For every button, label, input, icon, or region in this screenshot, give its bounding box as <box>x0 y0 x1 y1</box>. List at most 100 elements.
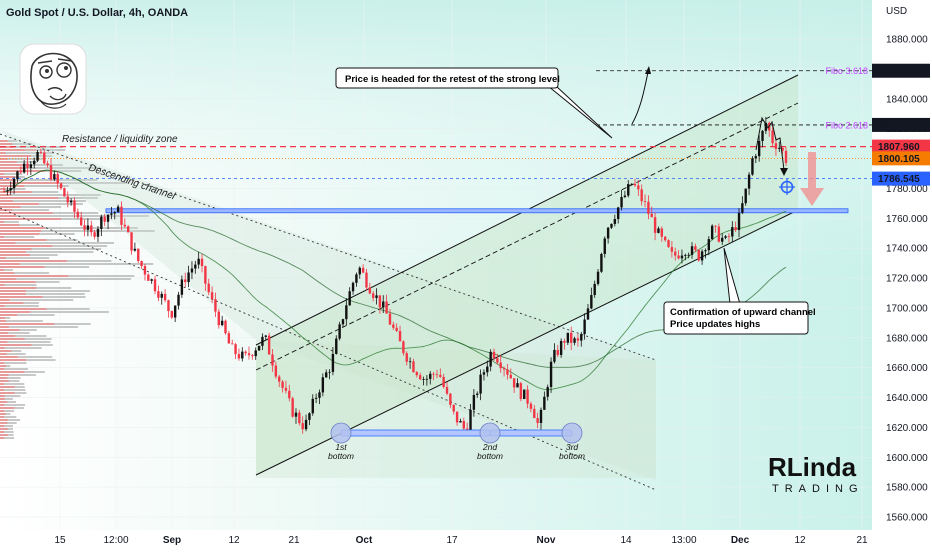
candle-body <box>160 293 163 298</box>
volume-bar <box>0 425 13 427</box>
candle-body <box>529 403 533 409</box>
x-tick-label: 17 <box>446 535 458 546</box>
candle-body <box>774 143 778 149</box>
descending-upper-line <box>0 133 657 361</box>
volume-bar-sell <box>0 290 27 292</box>
candle-body <box>382 301 385 308</box>
candle-body <box>147 274 150 281</box>
bottom-marker <box>561 422 583 444</box>
candle-body <box>405 353 408 362</box>
volume-bar-sell <box>0 383 4 385</box>
y-tick-label: 1700.000 <box>886 303 928 314</box>
volume-bar-sell <box>0 359 26 361</box>
candle-body <box>627 184 630 196</box>
volume-bar-sell <box>0 437 4 439</box>
callout-2-text-1: Confirmation of upward channel <box>670 307 816 318</box>
candle-body <box>596 271 600 284</box>
candle-body <box>388 313 392 325</box>
down-arrow-icon <box>800 152 824 206</box>
candle-body <box>459 420 462 423</box>
candle-body <box>610 223 613 228</box>
volume-bar-sell <box>0 368 4 370</box>
volume-bar-sell <box>0 404 5 406</box>
candle-body <box>757 141 761 157</box>
candle-body <box>348 291 351 306</box>
candle-body <box>197 258 200 265</box>
candle-body <box>737 212 741 231</box>
x-tick-label: Nov <box>537 535 556 546</box>
volume-bar <box>0 209 49 211</box>
volume-bar-sell <box>0 407 15 409</box>
candle-body <box>301 423 304 430</box>
callout-1-box <box>335 67 559 89</box>
volume-bar-sell <box>0 281 36 283</box>
volume-bar-sell <box>0 395 5 397</box>
candle-body <box>257 345 261 351</box>
candle-body <box>16 171 19 180</box>
x-tick-label: Sep <box>163 535 181 546</box>
candle-body <box>63 188 66 197</box>
ascending-mid-line <box>255 102 799 371</box>
price-axis[interactable]: 1880.0001860.0001840.0001820.0001800.000… <box>872 0 932 530</box>
volume-bar-sell <box>0 284 5 286</box>
candle-body <box>12 179 16 189</box>
volume-bar-sell <box>0 161 17 163</box>
descending-lower-line <box>0 207 657 491</box>
volume-bar-sell <box>0 401 8 403</box>
candle-body <box>66 196 69 203</box>
candle-body <box>462 420 466 429</box>
volume-bar-sell <box>0 242 16 244</box>
candle-body <box>546 387 549 397</box>
volume-bar <box>0 335 47 337</box>
candle-body <box>361 267 365 273</box>
volume-bar <box>0 383 25 385</box>
candle-body <box>267 335 271 355</box>
volume-bar-sell <box>0 170 45 172</box>
candle-body <box>764 122 768 131</box>
callout-2-box <box>663 301 809 335</box>
callout-2-text-2: Price updates highs <box>670 319 760 330</box>
candle-body <box>684 255 687 256</box>
y-tick-label: 1680.000 <box>886 333 928 344</box>
volume-bar <box>0 179 98 181</box>
volume-bar <box>0 437 15 439</box>
candle-body <box>781 147 784 151</box>
candle-body <box>113 212 116 214</box>
candle-body <box>163 293 167 301</box>
candle-body <box>264 335 267 337</box>
candle-body <box>328 371 331 373</box>
x-tick-label: 12:00 <box>103 535 128 546</box>
y-tick-label: 1580.000 <box>886 483 928 494</box>
volume-bar <box>0 269 13 271</box>
candle-body <box>650 213 653 218</box>
volume-bar <box>0 140 18 142</box>
volume-bar-sell <box>0 356 18 358</box>
candle-body <box>700 251 704 261</box>
candle-body <box>492 351 496 358</box>
price-badge-label-fibo-3618: 1858.756 <box>878 66 920 77</box>
volume-bar-sell <box>0 293 26 295</box>
candle-body <box>29 164 33 168</box>
candle-body <box>613 219 617 224</box>
candle-body <box>56 174 59 184</box>
volume-bar-sell <box>0 191 32 193</box>
price-badge-label-close: 1800.105 <box>878 154 920 165</box>
candle-body <box>690 246 694 255</box>
volume-bar-sell <box>0 218 62 220</box>
bottom-label-num: 1st <box>335 442 347 452</box>
candle-body <box>707 239 711 251</box>
candle-body <box>39 151 43 153</box>
candle-body <box>153 279 157 292</box>
bottom-label-word: bottom <box>328 451 354 461</box>
candle-body <box>660 228 664 237</box>
volume-bar-sell <box>0 365 7 367</box>
volume-bar-sell <box>0 335 16 337</box>
candle-body <box>741 203 744 213</box>
price-badge-fibo-2618 <box>872 117 930 132</box>
volume-bar-sell <box>0 209 13 211</box>
brand-logo: RLinda TRADING <box>768 452 858 495</box>
time-axis[interactable]: 15 12:00 Sep 12 21 Oct 17 Nov 14 13:00 Dec 12 21 <box>0 530 932 550</box>
candle-body <box>465 428 469 431</box>
x-tick-label: 14 <box>620 535 632 546</box>
